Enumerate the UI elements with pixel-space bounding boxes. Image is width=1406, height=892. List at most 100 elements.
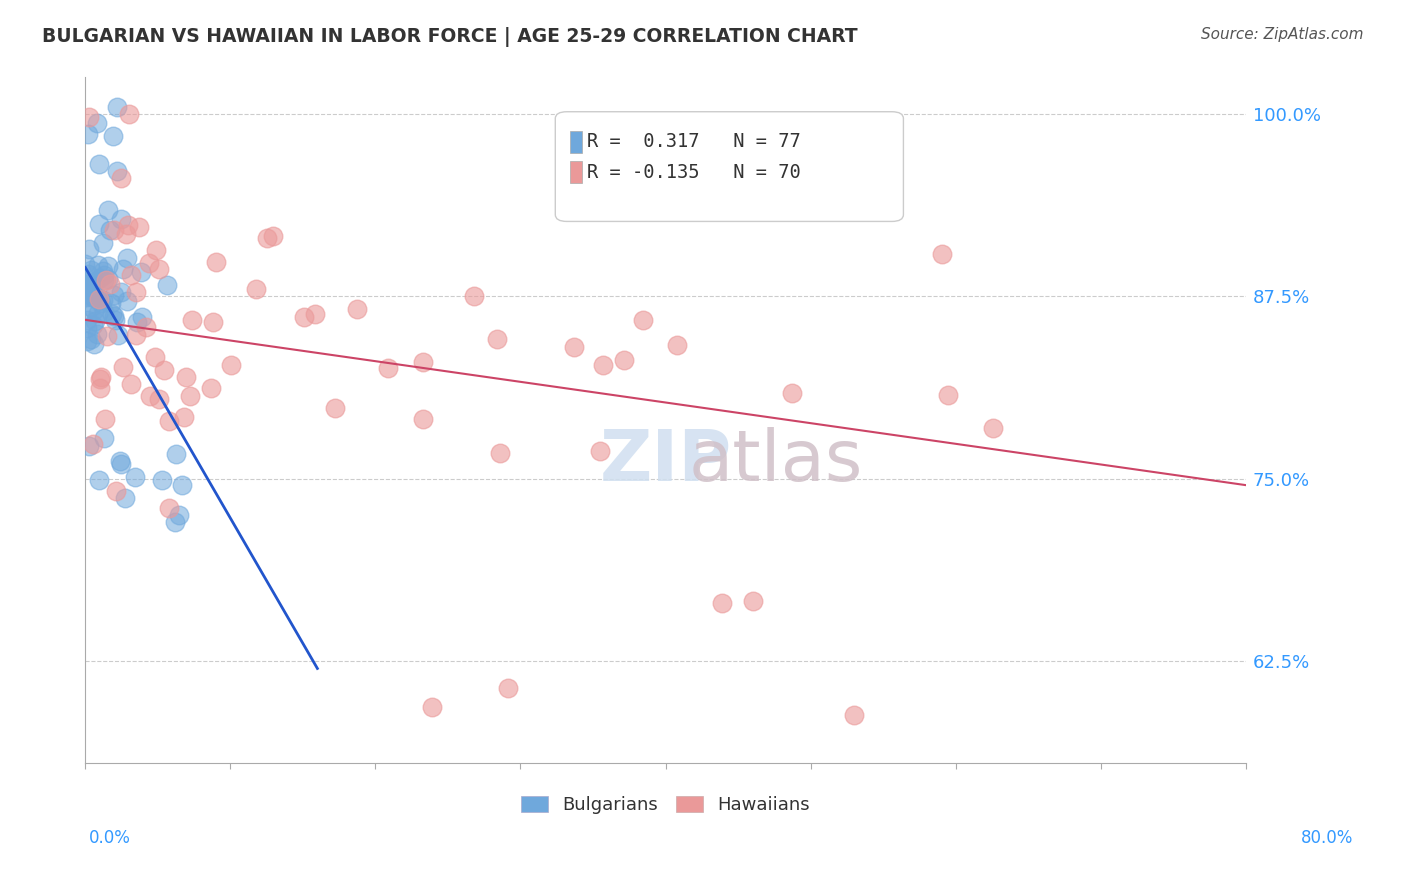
Point bbox=[200, 381, 222, 395]
Text: 0.0%: 0.0% bbox=[89, 829, 131, 847]
Point bbox=[87, 473, 110, 487]
Point bbox=[107, 328, 129, 343]
Point bbox=[412, 355, 434, 369]
Point bbox=[112, 359, 135, 374]
Point bbox=[981, 421, 1004, 435]
Text: R =  0.317   N = 77: R = 0.317 N = 77 bbox=[586, 132, 800, 152]
Point bbox=[97, 259, 120, 273]
Point bbox=[489, 446, 512, 460]
Point bbox=[938, 388, 960, 402]
Point bbox=[145, 243, 167, 257]
Point bbox=[94, 273, 117, 287]
Point bbox=[631, 312, 654, 326]
Point bbox=[77, 110, 100, 124]
Point bbox=[139, 389, 162, 403]
Point bbox=[844, 165, 866, 179]
Point bbox=[82, 318, 104, 332]
Point bbox=[412, 411, 434, 425]
Point bbox=[87, 157, 110, 171]
Point bbox=[148, 261, 170, 276]
Point bbox=[115, 251, 138, 265]
Text: 80.0%: 80.0% bbox=[1301, 829, 1354, 847]
Point bbox=[304, 307, 326, 321]
Point bbox=[94, 412, 117, 426]
Point bbox=[97, 272, 120, 286]
Point bbox=[157, 500, 180, 515]
Point bbox=[93, 264, 115, 278]
Point bbox=[89, 381, 111, 395]
Point bbox=[613, 353, 636, 368]
Point bbox=[98, 223, 121, 237]
Point bbox=[100, 277, 122, 291]
Point bbox=[170, 478, 193, 492]
Point bbox=[89, 271, 111, 285]
Point bbox=[125, 328, 148, 343]
Point bbox=[179, 389, 201, 403]
Point bbox=[219, 358, 242, 372]
Point bbox=[75, 288, 97, 302]
Point bbox=[93, 268, 115, 282]
Point bbox=[96, 329, 118, 343]
Point bbox=[83, 291, 105, 305]
Point bbox=[592, 358, 614, 372]
Point bbox=[89, 369, 111, 384]
Point bbox=[166, 447, 188, 461]
Point bbox=[93, 236, 115, 251]
Point bbox=[292, 310, 315, 324]
Point bbox=[110, 212, 132, 227]
Point bbox=[129, 265, 152, 279]
Point bbox=[346, 302, 368, 317]
Point bbox=[256, 231, 278, 245]
Point bbox=[153, 363, 176, 377]
Point bbox=[105, 483, 128, 498]
Point bbox=[87, 217, 110, 231]
Point bbox=[100, 295, 122, 310]
Point bbox=[76, 313, 98, 327]
Point bbox=[86, 326, 108, 341]
Point bbox=[103, 223, 125, 237]
Point bbox=[83, 286, 105, 301]
Point bbox=[125, 285, 148, 299]
Point bbox=[101, 307, 124, 321]
Point bbox=[82, 437, 104, 451]
Point bbox=[202, 314, 225, 328]
Point bbox=[138, 255, 160, 269]
Point bbox=[120, 376, 142, 391]
Point bbox=[93, 272, 115, 286]
Point bbox=[97, 202, 120, 217]
Point bbox=[76, 277, 98, 291]
Point bbox=[780, 386, 803, 401]
Point bbox=[103, 309, 125, 323]
Point bbox=[245, 282, 267, 296]
Point bbox=[143, 350, 166, 364]
Point bbox=[75, 257, 97, 271]
Point bbox=[86, 116, 108, 130]
Point bbox=[76, 334, 98, 348]
Point bbox=[108, 453, 131, 467]
Point bbox=[124, 470, 146, 484]
Point bbox=[117, 218, 139, 232]
Point bbox=[110, 170, 132, 185]
Point bbox=[463, 289, 485, 303]
Point bbox=[76, 321, 98, 335]
Point bbox=[91, 293, 114, 308]
Point bbox=[75, 290, 97, 304]
Legend: Bulgarians, Hawaiians: Bulgarians, Hawaiians bbox=[520, 797, 810, 814]
Point bbox=[844, 708, 866, 723]
Point bbox=[167, 508, 190, 522]
Point bbox=[90, 296, 112, 310]
Point bbox=[180, 313, 202, 327]
Point bbox=[77, 282, 100, 296]
Point bbox=[115, 294, 138, 309]
Point bbox=[485, 332, 508, 346]
Point bbox=[125, 315, 148, 329]
Point bbox=[80, 275, 103, 289]
Point bbox=[83, 303, 105, 318]
Point bbox=[111, 261, 134, 276]
Point bbox=[496, 681, 519, 696]
Point bbox=[77, 242, 100, 256]
Point bbox=[89, 372, 111, 386]
Point bbox=[87, 292, 110, 306]
Point bbox=[323, 401, 346, 415]
Point bbox=[156, 277, 179, 292]
